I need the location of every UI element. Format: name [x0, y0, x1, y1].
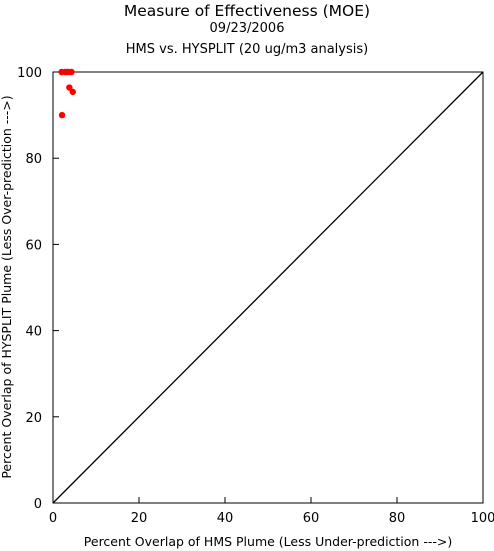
x-tick-label: 0: [49, 511, 57, 526]
one-to-one-reference-line: [52, 71, 484, 504]
x-tick-label: 20: [131, 511, 148, 526]
chart-date: 09/23/2006: [209, 21, 285, 36]
y-tick-label: 0: [34, 497, 42, 512]
data-point: [58, 111, 66, 119]
data-points: [58, 68, 76, 119]
x-tick-label: 40: [217, 511, 234, 526]
y-tick-label: 40: [25, 325, 42, 340]
chart-title: Measure of Effectiveness (MOE): [123, 2, 371, 20]
y-tick-label: 60: [25, 238, 42, 253]
x-tick-label: 100: [471, 511, 494, 526]
chart-subtitle: HMS vs. HYSPLIT (20 ug/m3 analysis): [125, 42, 369, 57]
data-point: [66, 84, 73, 91]
x-axis-ticks: 0 20 40 60 80 100: [49, 497, 494, 526]
plot-frame: [52, 71, 484, 504]
x-axis-label: Percent Overlap of HMS Plume (Less Under…: [84, 534, 452, 549]
data-point: [68, 68, 75, 76]
x-tick-label: 60: [303, 511, 320, 526]
y-tick-label: 20: [25, 411, 42, 426]
y-tick-label: 100: [17, 66, 42, 81]
y-axis-ticks: 0 20 40 60 80 100: [17, 66, 59, 512]
data-point: [69, 88, 76, 96]
y-tick-label: 80: [25, 152, 42, 167]
y-axis-label: Percent Overlap of HYSPLIT Plume (Less O…: [0, 95, 14, 478]
x-tick-label: 80: [389, 511, 406, 526]
